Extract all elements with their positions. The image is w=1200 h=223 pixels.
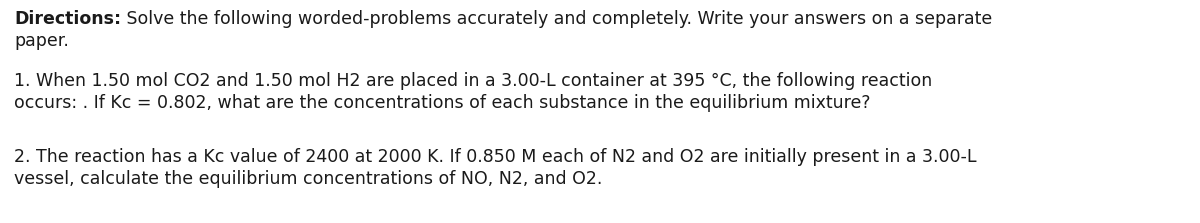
Text: occurs: . If Kc = 0.802, what are the concentrations of each substance in the eq: occurs: . If Kc = 0.802, what are the co… [14,94,870,112]
Text: vessel, calculate the equilibrium concentrations of NO, N2, and O2.: vessel, calculate the equilibrium concen… [14,170,602,188]
Text: 2. The reaction has a Kc value of 2400 at 2000 K. If 0.850 M each of N2 and O2 a: 2. The reaction has a Kc value of 2400 a… [14,148,977,166]
Text: Solve the following worded-problems accurately and completely. Write your answer: Solve the following worded-problems accu… [121,10,992,28]
Text: Directions:: Directions: [14,10,121,28]
Text: paper.: paper. [14,32,68,50]
Text: 1. When 1.50 mol CO2 and 1.50 mol H2 are placed in a 3.00-L container at 395 °C,: 1. When 1.50 mol CO2 and 1.50 mol H2 are… [14,72,932,90]
